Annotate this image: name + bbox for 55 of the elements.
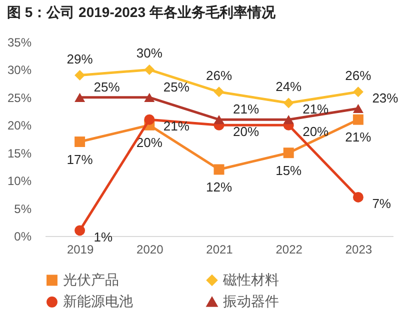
y-tick-label: 25% xyxy=(7,90,32,105)
y-tick-label: 20% xyxy=(7,118,32,133)
data-label: 29% xyxy=(66,51,94,66)
legend-label: 新能源电池 xyxy=(63,293,133,309)
data-label: 24% xyxy=(276,78,302,94)
legend-label: 光伏产品 xyxy=(63,271,119,288)
data-label: 7% xyxy=(372,196,392,212)
data-label: 1% xyxy=(94,229,114,244)
data-label: 23% xyxy=(372,90,399,106)
legend-label: 磁性材料 xyxy=(222,271,279,288)
point xyxy=(144,92,155,102)
point xyxy=(283,98,294,108)
x-tick-label: 2022 xyxy=(276,242,303,256)
point xyxy=(74,136,86,148)
y-tick-label: 30% xyxy=(7,63,32,78)
chart-title: 图 5：公司 2019-2023 年各业务毛利率情况 xyxy=(6,4,276,20)
point xyxy=(74,225,86,236)
data-label: 12% xyxy=(206,179,232,194)
x-tick-label: 2023 xyxy=(345,242,372,256)
point xyxy=(74,70,86,80)
point xyxy=(283,115,294,124)
data-label: 20% xyxy=(233,124,260,140)
y-tick-label: 35% xyxy=(7,36,32,50)
point xyxy=(283,148,294,158)
data-label: 20% xyxy=(136,135,163,150)
point xyxy=(352,192,364,202)
y-tick-label: 15% xyxy=(7,146,32,160)
data-label: 26% xyxy=(206,68,232,83)
point xyxy=(352,104,364,114)
point xyxy=(74,92,86,102)
point xyxy=(352,114,364,125)
x-tick-label: 2020 xyxy=(136,242,164,256)
y-tick-label: 10% xyxy=(7,174,32,188)
point xyxy=(144,64,155,75)
data-label: 21% xyxy=(345,130,372,145)
point xyxy=(214,115,224,124)
point xyxy=(352,86,364,98)
x-tick-label: 2021 xyxy=(206,242,234,256)
point xyxy=(214,86,224,98)
y-tick-label: 5% xyxy=(14,202,32,216)
data-label: 30% xyxy=(136,46,163,61)
data-label: 21% xyxy=(233,102,260,117)
data-label: 21% xyxy=(163,118,190,134)
data-label: 15% xyxy=(276,162,302,178)
data-label: 20% xyxy=(302,124,330,140)
x-tick-label: 2019 xyxy=(66,242,94,256)
legend-label: 振动器件 xyxy=(223,293,279,309)
data-label: 17% xyxy=(66,152,94,167)
data-label: 26% xyxy=(345,68,372,83)
data-label: 25% xyxy=(94,79,120,94)
data-label: 25% xyxy=(163,79,190,94)
y-tick-label: 0% xyxy=(14,230,32,244)
point xyxy=(214,164,224,175)
point xyxy=(144,114,155,125)
data-label: 21% xyxy=(302,102,330,117)
